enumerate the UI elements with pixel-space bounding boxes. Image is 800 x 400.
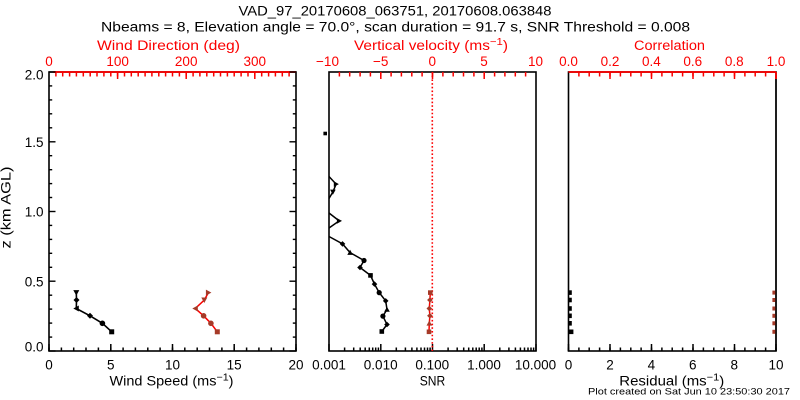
svg-text:10: 10 [165,358,180,373]
svg-text:2.0: 2.0 [25,68,44,83]
svg-text:0: 0 [429,54,437,69]
svg-text:−5: −5 [373,54,388,69]
svg-text:0.6: 0.6 [683,54,702,69]
svg-text:SNR: SNR [420,374,446,389]
svg-text:4: 4 [648,358,656,373]
svg-text:5: 5 [107,358,115,373]
svg-text:0.0: 0.0 [559,54,578,69]
svg-text:Nbeams = 8, Elevation angle =: Nbeams = 8, Elevation angle = 70.0°, sca… [101,20,690,35]
svg-text:z (km AGL): z (km AGL) [0,167,14,249]
svg-text:0.001: 0.001 [312,358,346,373]
svg-text:Vertical velocity (ms−1): Vertical velocity (ms −1) [354,37,508,53]
svg-text:1.0: 1.0 [25,205,44,220]
svg-text:6: 6 [689,358,697,373]
svg-text:1.000: 1.000 [467,358,501,373]
svg-text:2: 2 [606,358,614,373]
svg-text:Wind Speed (ms−1): Wind Speed (ms −1) [110,373,234,389]
svg-text:0.010: 0.010 [364,358,398,373]
svg-text:1.5: 1.5 [25,135,44,150]
svg-text:200: 200 [175,54,198,69]
svg-text:10: 10 [528,54,543,69]
svg-text:0: 0 [45,358,53,373]
svg-text:0: 0 [565,358,573,373]
svg-text:Residual (ms−1): Residual (ms −1) [619,373,724,389]
svg-text:0.5: 0.5 [25,275,44,290]
svg-text:0.2: 0.2 [601,54,620,69]
svg-text:0: 0 [45,54,53,69]
svg-text:1.0: 1.0 [767,54,786,69]
svg-text:0.0: 0.0 [25,340,44,355]
svg-text:0.100: 0.100 [415,358,449,373]
svg-text:5: 5 [480,54,488,69]
svg-text:0.8: 0.8 [725,54,744,69]
svg-text:100: 100 [106,54,129,69]
svg-text:Wind Direction (deg): Wind Direction (deg) [97,38,240,53]
svg-text:10: 10 [768,358,783,373]
svg-text:Correlation: Correlation [634,38,705,53]
svg-text:20: 20 [288,358,303,373]
svg-text:8: 8 [731,358,739,373]
svg-text:300: 300 [244,54,267,69]
svg-text:−10: −10 [316,54,339,69]
svg-text:Plot created on Sat Jun 10 23:: Plot created on Sat Jun 10 23:50:30 2017 [588,387,790,398]
svg-text:15: 15 [227,358,242,373]
svg-text:10.000: 10.000 [515,358,556,373]
svg-text:VAD_97_20170608_063751, 201706: VAD_97_20170608_063751, 20170608.063848 [239,4,552,19]
svg-text:0.4: 0.4 [642,54,661,69]
